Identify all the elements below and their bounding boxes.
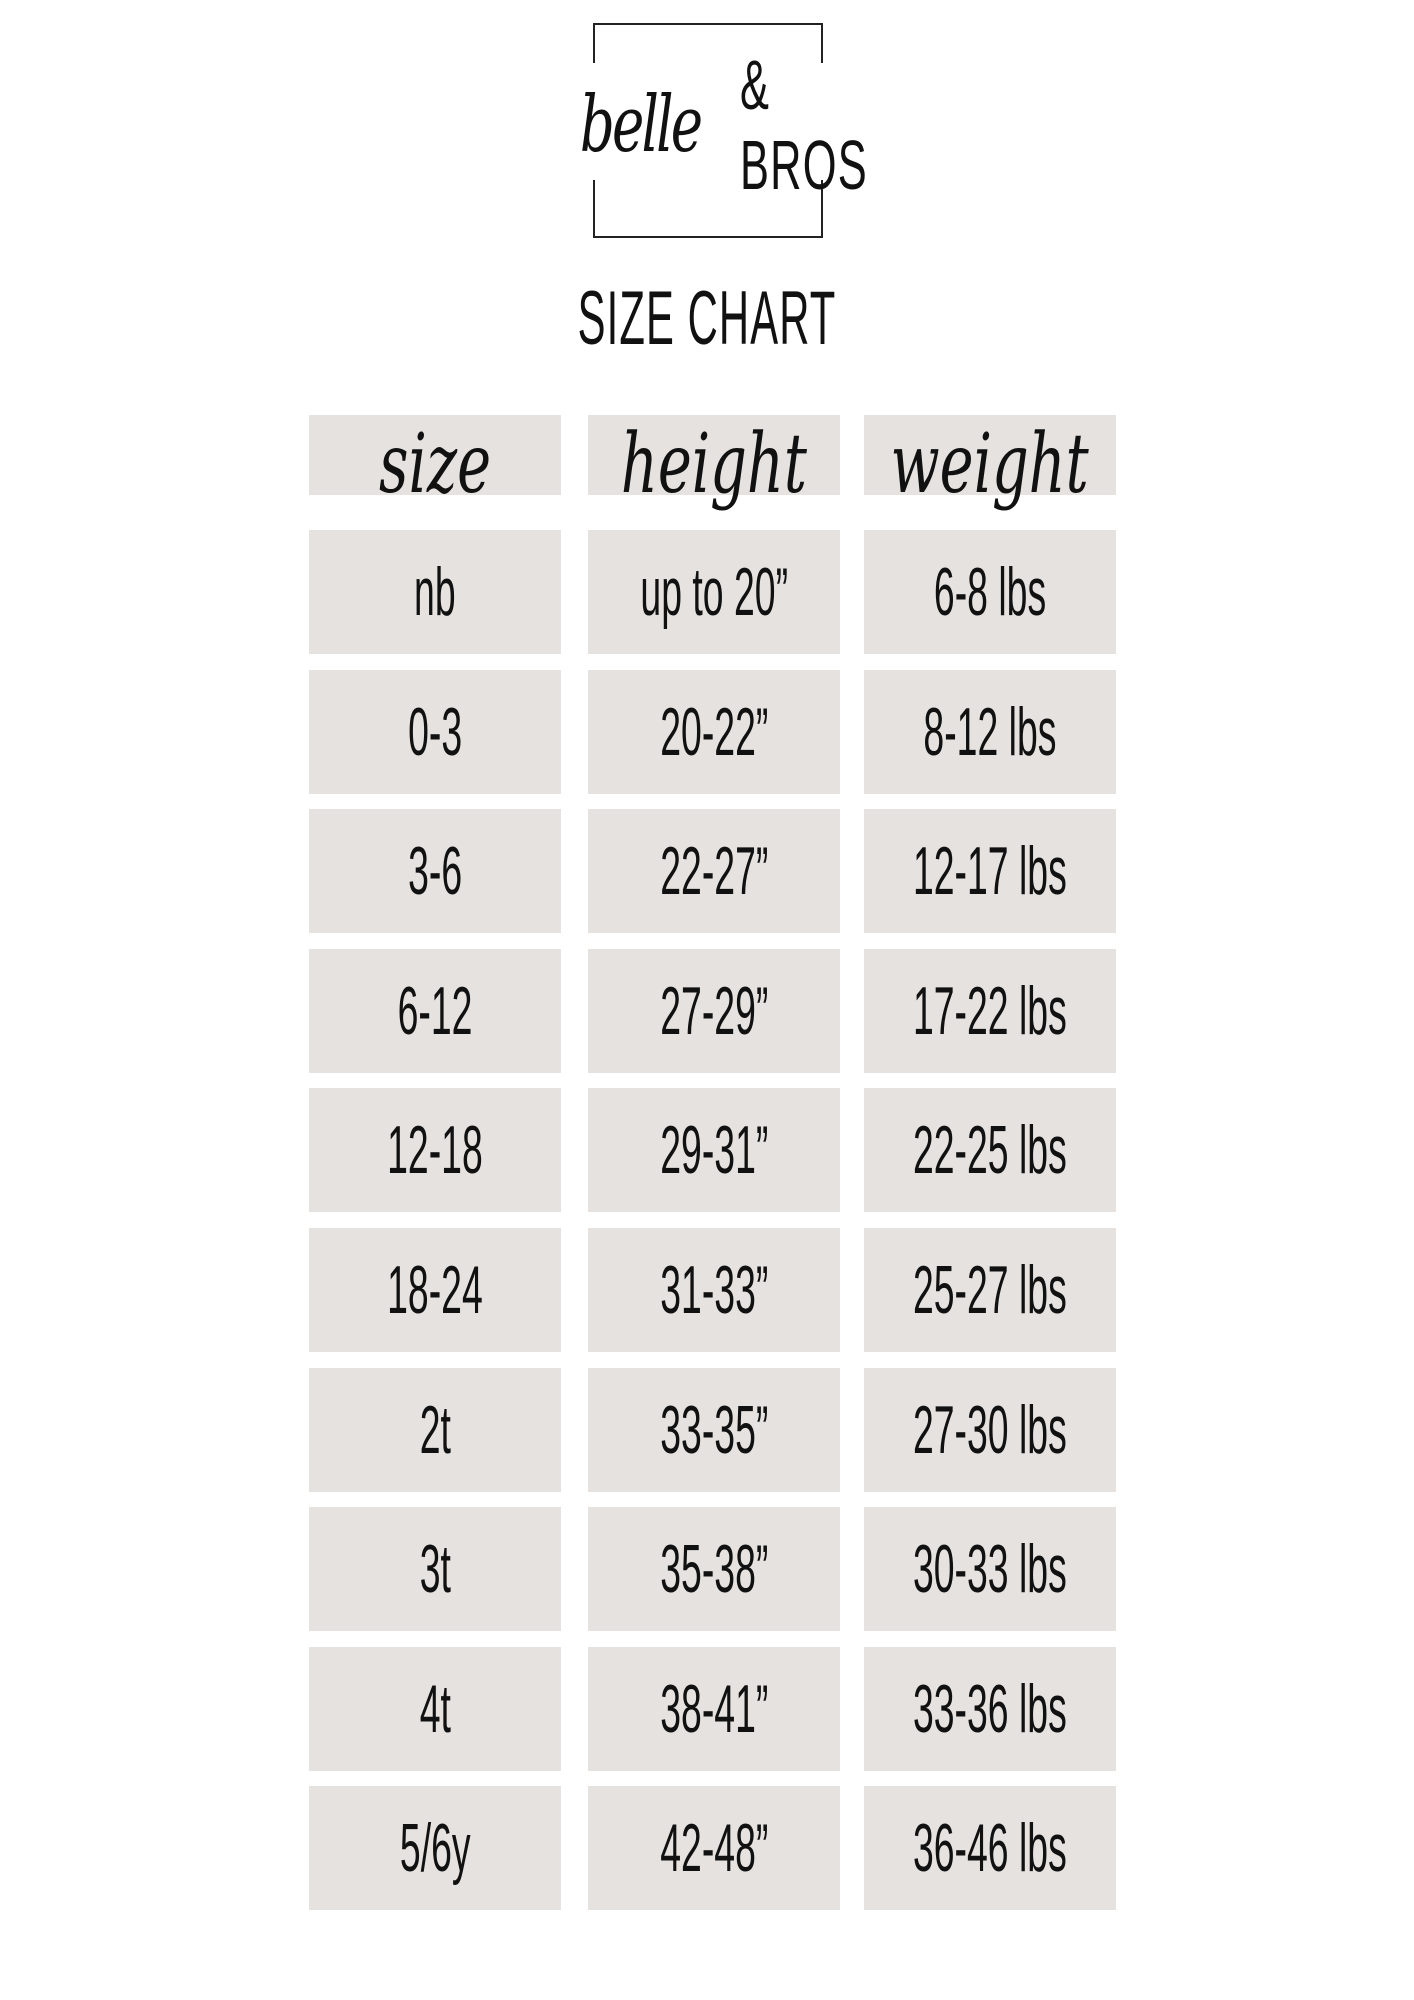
logo-script: belle bbox=[579, 80, 703, 170]
table-cell: 27-29” bbox=[588, 948, 840, 1073]
cell-value: 42-48” bbox=[659, 1810, 769, 1887]
table-cell: 12-17 lbs bbox=[864, 809, 1116, 934]
cell-value: 33-36 lbs bbox=[913, 1670, 1067, 1747]
column-header: height bbox=[588, 415, 840, 512]
cell-value: nb bbox=[414, 554, 456, 630]
cell-value: 25-27 lbs bbox=[913, 1252, 1067, 1328]
column-header-label: weight bbox=[890, 416, 1090, 512]
table-cell: 12-18 bbox=[309, 1088, 561, 1213]
table-cell: 2t bbox=[309, 1367, 561, 1492]
cell-value: 35-38” bbox=[659, 1531, 769, 1608]
cell-value: 27-30 lbs bbox=[913, 1391, 1067, 1468]
cell-value: 12-18 bbox=[387, 1112, 483, 1189]
cell-value: 33-35” bbox=[659, 1391, 769, 1468]
column-header-label: size bbox=[378, 416, 492, 512]
column-header: weight bbox=[864, 415, 1116, 512]
table-cell: 38-41” bbox=[588, 1646, 840, 1771]
table-cell: 17-22 lbs bbox=[864, 948, 1116, 1073]
column-header-label: height bbox=[620, 416, 808, 512]
cell-value: 6-8 lbs bbox=[933, 554, 1047, 630]
table-cell: 3t bbox=[309, 1507, 561, 1632]
table-cell: 4t bbox=[309, 1646, 561, 1771]
logo-frame bbox=[593, 23, 823, 238]
cell-value: 27-29” bbox=[659, 972, 769, 1049]
cell-value: 6-12 bbox=[397, 972, 473, 1049]
cell-value: 3-6 bbox=[407, 833, 463, 910]
table-cell: 36-46 lbs bbox=[864, 1786, 1116, 1911]
table-cell: 18-24 bbox=[309, 1228, 561, 1352]
cell-value: 0-3 bbox=[407, 693, 463, 770]
cell-value: 2t bbox=[419, 1391, 451, 1468]
table-cell: 6-8 lbs bbox=[864, 530, 1116, 654]
table-cell: 20-22” bbox=[588, 669, 840, 794]
table-cell: nb bbox=[309, 530, 561, 654]
cell-value: 31-33” bbox=[659, 1252, 769, 1328]
cell-value: 12-17 lbs bbox=[913, 833, 1067, 910]
cell-value: 4t bbox=[419, 1670, 451, 1747]
cell-value: 8-12 lbs bbox=[923, 693, 1057, 770]
cell-value: 30-33 lbs bbox=[913, 1531, 1067, 1608]
logo-caps: & BROS bbox=[739, 46, 868, 204]
table-cell: 29-31” bbox=[588, 1088, 840, 1213]
cell-value: 22-25 lbs bbox=[913, 1112, 1067, 1189]
page-title: SIZE CHART bbox=[577, 276, 837, 361]
table-cell: 8-12 lbs bbox=[864, 669, 1116, 794]
cell-value: up to 20” bbox=[640, 554, 788, 630]
column-header: size bbox=[309, 415, 561, 512]
cell-value: 5/6y bbox=[399, 1810, 471, 1887]
table-cell: 25-27 lbs bbox=[864, 1228, 1116, 1352]
table-cell: 22-25 lbs bbox=[864, 1088, 1116, 1213]
table-cell: 22-27” bbox=[588, 809, 840, 934]
table-cell: 33-35” bbox=[588, 1367, 840, 1492]
cell-value: 36-46 lbs bbox=[913, 1810, 1067, 1887]
table-cell: 5/6y bbox=[309, 1786, 561, 1911]
table-cell: 31-33” bbox=[588, 1228, 840, 1352]
cell-value: 20-22” bbox=[659, 693, 769, 770]
table-cell: 0-3 bbox=[309, 669, 561, 794]
cell-value: 18-24 bbox=[387, 1252, 483, 1328]
cell-value: 17-22 lbs bbox=[913, 972, 1067, 1049]
table-cell: 6-12 bbox=[309, 948, 561, 1073]
table-cell: 3-6 bbox=[309, 809, 561, 934]
table-cell: 33-36 lbs bbox=[864, 1646, 1116, 1771]
cell-value: 29-31” bbox=[659, 1112, 769, 1189]
table-cell: up to 20” bbox=[588, 530, 840, 654]
cell-value: 3t bbox=[419, 1531, 451, 1608]
table-cell: 30-33 lbs bbox=[864, 1507, 1116, 1632]
cell-value: 22-27” bbox=[659, 833, 769, 910]
cell-value: 38-41” bbox=[659, 1670, 769, 1747]
table-cell: 42-48” bbox=[588, 1786, 840, 1911]
table-cell: 35-38” bbox=[588, 1507, 840, 1632]
table-cell: 27-30 lbs bbox=[864, 1367, 1116, 1492]
